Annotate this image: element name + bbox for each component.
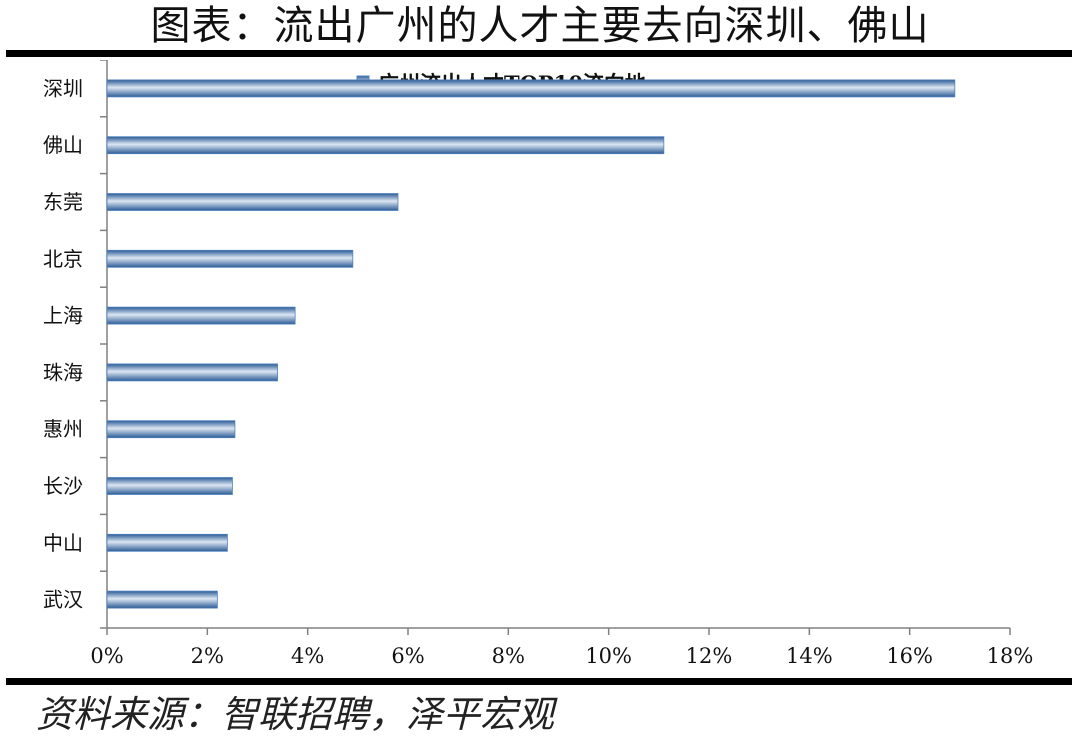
category-label: 惠州	[43, 417, 83, 441]
bar	[106, 136, 665, 155]
x-tick-label: 2%	[191, 644, 224, 668]
category-label: 上海	[43, 304, 83, 328]
x-tick-label: 8%	[492, 644, 525, 668]
category-label: 珠海	[43, 360, 83, 384]
x-tick-label: 4%	[291, 644, 324, 668]
bar-chart: 广州流出人才TOP10流向地 0%2%4%6%8%10%12%14%16%18%…	[43, 60, 1033, 668]
bar	[106, 193, 399, 211]
category-label: 东莞	[43, 190, 83, 214]
bar	[106, 306, 296, 325]
x-tick-label: 14%	[786, 644, 833, 668]
source-note: 资料来源：智联招聘，泽平宏观	[36, 693, 554, 736]
bottom-divider	[6, 678, 1072, 685]
category-label: 长沙	[43, 474, 83, 498]
top-divider	[6, 50, 1072, 57]
bar	[106, 363, 278, 382]
x-tick-label: 6%	[391, 644, 424, 668]
bar	[106, 590, 218, 609]
category-label: 武汉	[43, 588, 83, 612]
bar	[106, 420, 236, 439]
plot-area: 0% 2% 4% 6% 8% 10% 12% 14% 16% 18% 深圳佛山东莞北京上海珠海惠州长…	[43, 60, 1033, 668]
x-tick-label: 18%	[987, 644, 1034, 668]
x-tick-label: 16%	[886, 644, 933, 668]
category-label: 佛山	[43, 133, 83, 157]
x-tick-label: 0%	[90, 644, 123, 668]
category-label: 中山	[43, 531, 83, 555]
category-label: 深圳	[43, 76, 83, 100]
bar	[106, 477, 233, 495]
x-tick-label: 12%	[686, 644, 733, 668]
x-tick-label: 10%	[585, 644, 632, 668]
figure-title: 图表：流出广州的人才主要去向深圳、佛山	[150, 3, 930, 49]
category-label: 北京	[43, 247, 83, 271]
bar	[106, 79, 956, 98]
bar	[106, 533, 228, 552]
bar	[106, 249, 354, 268]
